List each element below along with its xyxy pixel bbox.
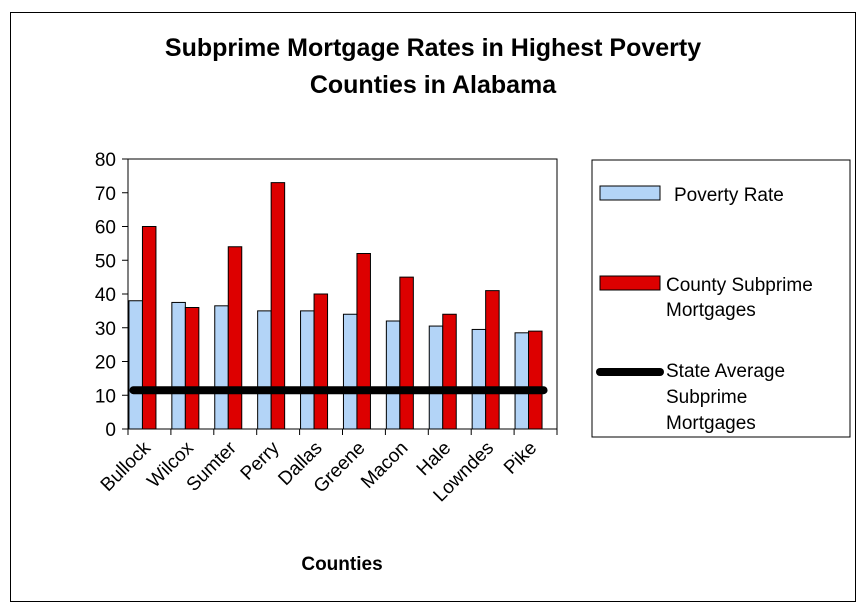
y-tick-label: 30	[95, 319, 116, 340]
legend-label-poverty-rate: Poverty Rate	[674, 185, 784, 206]
y-tick-label: 10	[95, 386, 116, 407]
poverty-rate-bar	[300, 310, 315, 430]
county-subprime-bar	[227, 246, 243, 430]
county-subprime-bar	[313, 293, 329, 430]
county-subprime-bar	[399, 276, 414, 430]
y-tick-label: 60	[95, 218, 116, 239]
legend-label-state-average-3: Mortgages	[666, 413, 756, 434]
chart-title: Subprime Mortgage Rates in Highest Pover…	[10, 30, 856, 104]
poverty-rate-bar	[257, 310, 272, 430]
legend-swatch-county-subprime	[599, 275, 661, 291]
county-subprime-bar	[184, 307, 200, 430]
county-subprime-bar	[141, 226, 157, 430]
x-axis-label: Counties	[301, 554, 382, 575]
poverty-rate-bar	[385, 320, 401, 430]
y-tick-label: 50	[95, 251, 116, 272]
legend-label-county-subprime: County Subprime	[666, 275, 813, 296]
legend-swatch-poverty-rate	[599, 185, 661, 201]
x-tick-label: Macon	[357, 438, 412, 493]
bars-group	[128, 182, 543, 430]
poverty-rate-bar	[342, 313, 358, 430]
county-subprime-bar	[528, 330, 543, 430]
chart-title-line-1: Subprime Mortgage Rates in Highest Pover…	[164, 34, 702, 62]
poverty-rate-bar	[514, 332, 530, 430]
legend-label-county-subprime-2: Mortgages	[666, 300, 756, 321]
legend: Poverty Rate County Subprime Mortgages S…	[591, 159, 851, 438]
legend-box	[591, 159, 851, 438]
county-subprime-bar	[442, 313, 457, 430]
poverty-rate-bar	[428, 325, 444, 430]
x-axis: BullockWilcoxSumterPerryDallasGreeneMaco…	[97, 429, 558, 506]
county-subprime-bar	[485, 290, 500, 430]
poverty-rate-bar	[171, 301, 186, 430]
y-tick-label: 40	[95, 285, 116, 306]
y-tick-label: 80	[95, 150, 116, 171]
legend-label-state-average: State Average	[666, 361, 785, 382]
x-tick-label: Sumter	[183, 437, 242, 496]
chart-title-line-2: Counties in Alabama	[309, 71, 557, 99]
legend-label-state-average-2: Subprime	[666, 387, 747, 408]
x-tick-label: Bullock	[97, 437, 156, 496]
y-tick-label: 0	[105, 420, 116, 441]
county-subprime-bar	[356, 253, 371, 430]
y-tick-label: 70	[95, 184, 116, 205]
county-subprime-bar	[270, 182, 286, 430]
poverty-rate-bar	[214, 305, 229, 430]
poverty-rate-bar	[471, 328, 487, 430]
poverty-rate-bar	[128, 300, 143, 430]
x-tick-label: Pike	[500, 438, 541, 479]
y-tick-label: 20	[95, 353, 116, 374]
y-axis: 0 10 20 30 40 50 60 70 80	[95, 150, 128, 441]
